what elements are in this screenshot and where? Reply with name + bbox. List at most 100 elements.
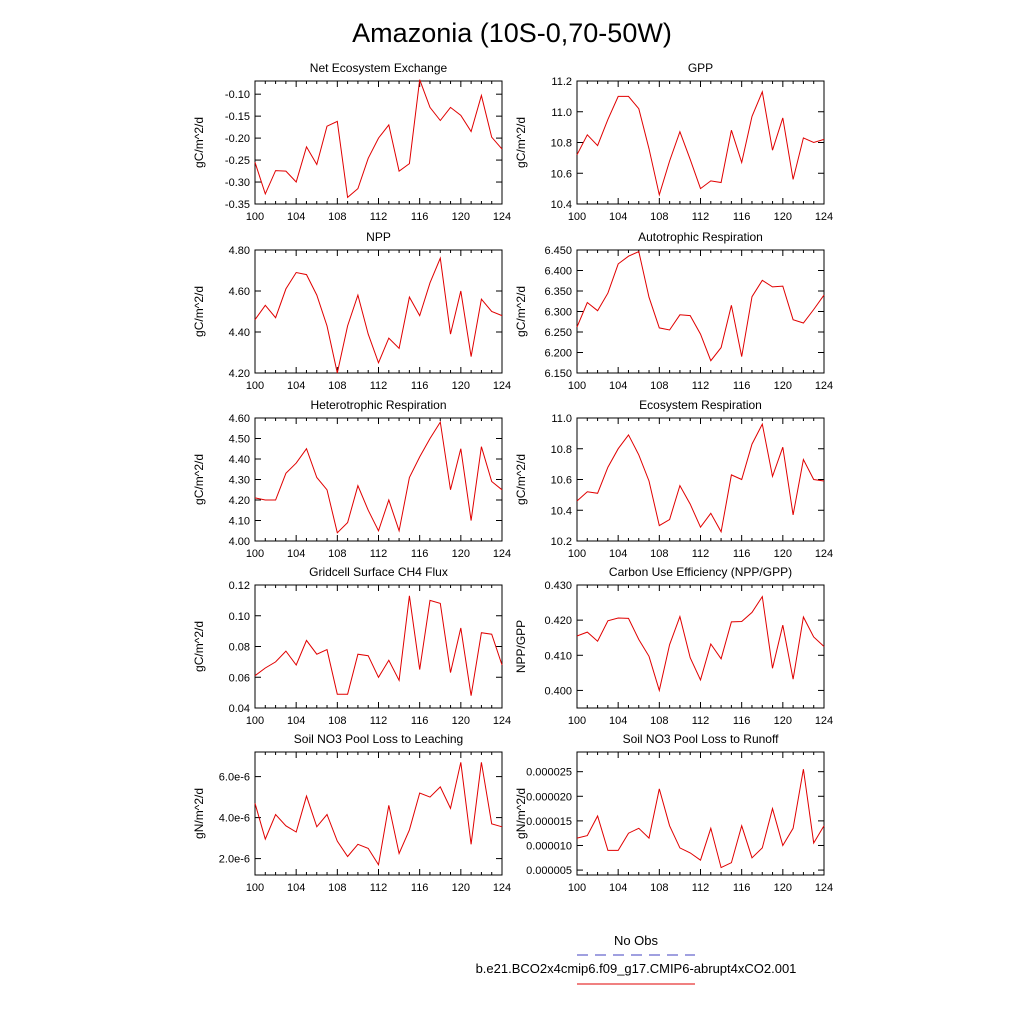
y-tick-label: 4.60	[229, 413, 250, 425]
x-tick-label: 108	[328, 548, 346, 560]
y-tick-label: 0.000015	[526, 816, 572, 828]
x-tick-label: 124	[493, 715, 511, 727]
x-tick-label: 120	[774, 211, 792, 223]
panel-title: Autotrophic Respiration	[638, 230, 763, 244]
y-tick-label: 4.50	[229, 434, 250, 446]
x-tick-label: 112	[370, 882, 388, 894]
panel-title: Soil NO3 Pool Loss to Leaching	[294, 732, 463, 746]
y-tick-label: 6.200	[544, 348, 572, 360]
series-line	[255, 422, 502, 533]
y-tick-label: 10.6	[551, 168, 572, 180]
y-tick-label: -0.10	[225, 89, 250, 101]
y-tick-label: 4.00	[229, 536, 250, 548]
series-line	[577, 597, 824, 691]
x-tick-label: 100	[568, 882, 586, 894]
panel-8: Carbon Use Efficiency (NPP/GPP) NPP/GPP 10…	[514, 565, 833, 727]
panel-5: Heterotrophic Respiration gC/m^2/d 100 104 1…	[192, 398, 511, 560]
series-line	[255, 762, 502, 865]
y-tick-label: 0.410	[544, 650, 572, 662]
series-line	[577, 92, 824, 195]
x-tick-label: 104	[287, 548, 305, 560]
x-tick-label: 112	[692, 882, 710, 894]
plot-frame	[255, 752, 502, 875]
x-tick-label: 108	[650, 882, 668, 894]
panel-3: NPP gC/m^2/d 100 104 108 112 116 120 124 4.20 4.40…	[192, 230, 511, 392]
series-line	[577, 424, 824, 532]
panel-4: Autotrophic Respiration gC/m^2/d 100 104 108…	[514, 230, 833, 392]
x-tick-label: 112	[370, 548, 388, 560]
y-tick-label: 4.30	[229, 475, 250, 487]
y-tick-label: -0.30	[225, 177, 250, 189]
series-line	[577, 769, 824, 867]
panel-title: Net Ecosystem Exchange	[310, 61, 448, 75]
x-tick-label: 116	[411, 548, 429, 560]
x-tick-label: 116	[733, 211, 751, 223]
panel-1: Net Ecosystem Exchange gC/m^2/d 100 104 108 1…	[192, 61, 511, 223]
x-tick-label: 124	[815, 211, 833, 223]
x-tick-label: 108	[328, 211, 346, 223]
x-tick-label: 100	[246, 380, 264, 392]
x-tick-label: 116	[411, 380, 429, 392]
panel-title: Heterotrophic Respiration	[310, 398, 446, 412]
x-tick-label: 120	[774, 715, 792, 727]
x-tick-label: 124	[493, 882, 511, 894]
x-tick-label: 124	[493, 548, 511, 560]
y-tick-label: 0.430	[544, 580, 572, 592]
plot-frame	[255, 585, 502, 708]
y-tick-label: -0.25	[225, 155, 250, 167]
y-tick-label: 11.2	[551, 76, 572, 88]
x-tick-label: 120	[774, 548, 792, 560]
x-tick-label: 112	[370, 715, 388, 727]
y-tick-label: 2.0e-6	[219, 854, 250, 866]
panel-title: Carbon Use Efficiency (NPP/GPP)	[609, 565, 792, 579]
x-tick-label: 120	[774, 882, 792, 894]
y-tick-label: 4.40	[229, 454, 250, 466]
y-tick-label: 0.000010	[526, 840, 572, 852]
x-tick-label: 124	[815, 882, 833, 894]
y-tick-label: -0.20	[225, 133, 250, 145]
figure-title: Amazonia (10S-0,70-50W)	[352, 18, 672, 48]
x-tick-label: 120	[452, 211, 470, 223]
x-tick-label: 108	[650, 211, 668, 223]
y-tick-label: 0.04	[229, 703, 250, 715]
series-line	[255, 258, 502, 373]
y-tick-label: 0.420	[544, 615, 572, 627]
plot-frame	[255, 81, 502, 204]
panel-title: NPP	[366, 230, 391, 244]
x-tick-label: 100	[568, 715, 586, 727]
y-axis-label: gC/m^2/d	[192, 454, 206, 505]
panel-9: Soil NO3 Pool Loss to Leaching gN/m^2/d 10…	[192, 732, 511, 894]
series-line	[577, 252, 824, 361]
x-tick-label: 100	[246, 548, 264, 560]
legend-obs-label: No Obs	[614, 933, 659, 948]
y-tick-label: 0.000020	[526, 791, 572, 803]
plot-frame	[255, 250, 502, 373]
panel-title: Gridcell Surface CH4 Flux	[309, 565, 448, 579]
y-tick-label: 11.0	[551, 107, 572, 119]
x-tick-label: 116	[733, 882, 751, 894]
y-tick-label: 6.300	[544, 307, 572, 319]
y-tick-label: 4.80	[229, 245, 250, 257]
x-tick-label: 116	[411, 715, 429, 727]
y-tick-label: 6.400	[544, 266, 572, 278]
panel-2: GPP gC/m^2/d 100 104 108 112 116 120 124 10.4 10.6…	[514, 61, 833, 223]
x-tick-label: 100	[246, 715, 264, 727]
x-tick-label: 100	[568, 548, 586, 560]
x-tick-label: 124	[493, 380, 511, 392]
x-tick-label: 112	[370, 211, 388, 223]
y-tick-label: 10.4	[551, 199, 572, 211]
x-tick-label: 100	[568, 380, 586, 392]
x-tick-label: 120	[774, 380, 792, 392]
y-tick-label: 6.450	[544, 245, 572, 257]
x-tick-label: 116	[733, 715, 751, 727]
y-tick-label: 10.4	[551, 505, 572, 517]
y-axis-label: gC/m^2/d	[192, 117, 206, 168]
x-tick-label: 104	[287, 882, 305, 894]
x-tick-label: 104	[609, 380, 627, 392]
y-tick-label: -0.15	[225, 111, 250, 123]
y-tick-label: 4.20	[229, 495, 250, 507]
y-tick-label: 4.10	[229, 516, 250, 528]
plot-frame	[577, 418, 824, 541]
x-tick-label: 112	[692, 211, 710, 223]
legend: No Obs b.e21.BCO2x4cmip6.f09_g17.CMIP6-a…	[476, 933, 797, 984]
